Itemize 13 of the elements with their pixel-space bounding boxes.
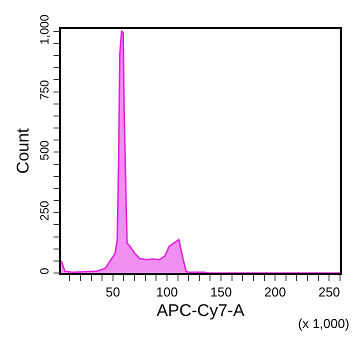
x-tick-label: 250 (318, 284, 340, 300)
y-tick-label: 1,000 (37, 14, 52, 45)
y-axis-title: Count (14, 128, 32, 174)
y-tick-label: 250 (37, 200, 52, 221)
x-axis-title: APC-Cy7-A (156, 301, 246, 320)
y-tick-label: 0 (37, 268, 52, 275)
x-tick-label: 100 (156, 284, 178, 300)
x-tick-label: 50 (106, 284, 120, 300)
text: (x 1,000) (298, 316, 350, 331)
x-tick-label: 150 (210, 284, 232, 300)
y-tick-label: 750 (37, 80, 52, 100)
x-tick-label: 200 (264, 284, 286, 300)
y-tick-label: 500 (37, 140, 52, 160)
